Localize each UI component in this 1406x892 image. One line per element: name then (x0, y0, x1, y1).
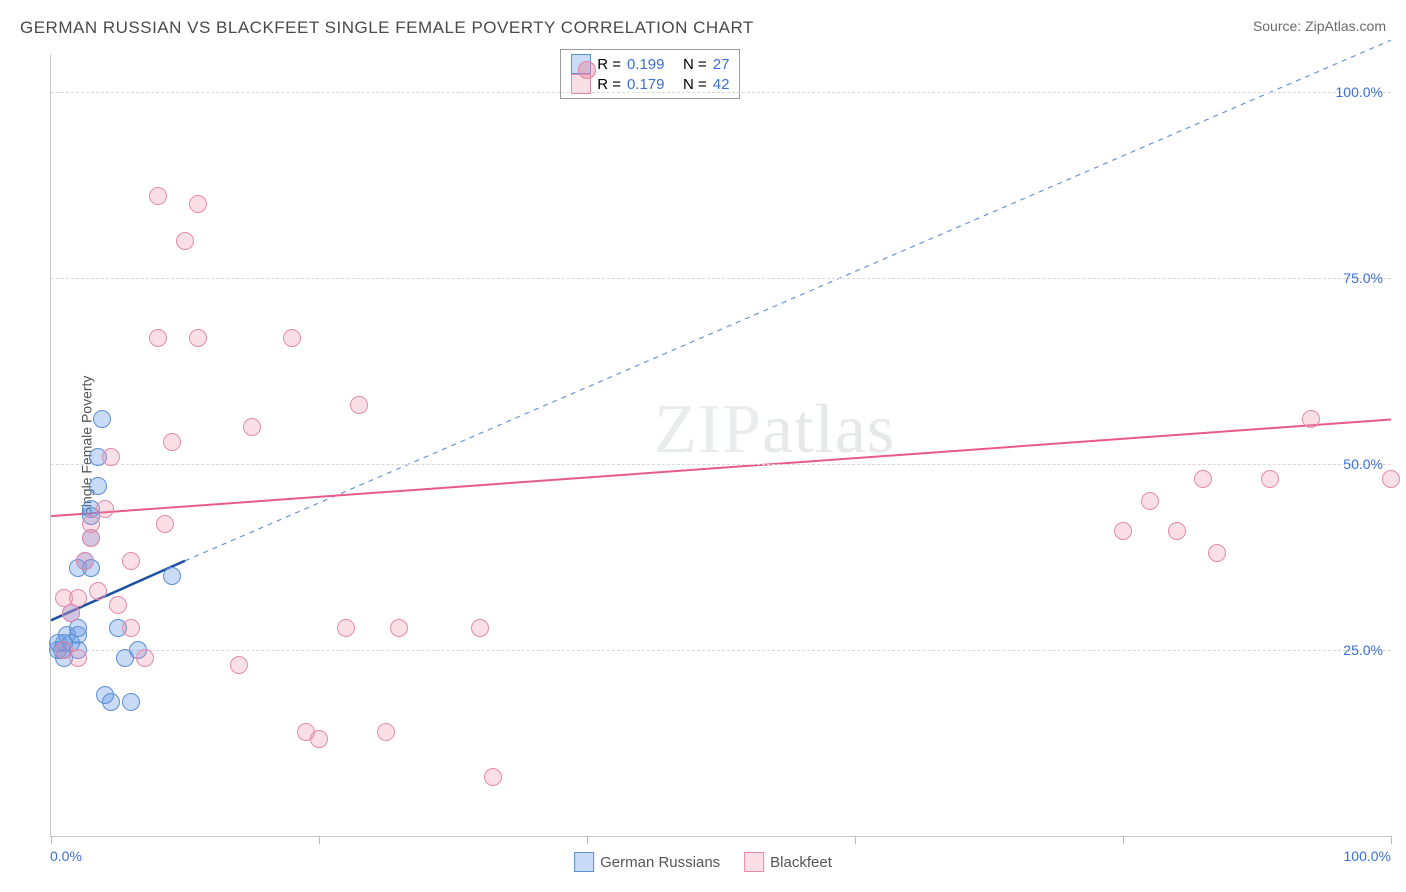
scatter-point (310, 730, 328, 748)
scatter-point (1194, 470, 1212, 488)
series-legend-label: Blackfeet (770, 854, 832, 871)
scatter-point (122, 552, 140, 570)
scatter-point (156, 515, 174, 533)
gridline (51, 92, 1391, 93)
watermark-text: ZIPatlas (654, 390, 895, 470)
scatter-point (109, 596, 127, 614)
x-tick (855, 836, 856, 844)
scatter-point (1302, 410, 1320, 428)
x-tick (319, 836, 320, 844)
scatter-point (230, 656, 248, 674)
scatter-point (102, 693, 120, 711)
scatter-point (102, 448, 120, 466)
y-tick-label: 50.0% (1343, 456, 1383, 472)
trend-lines-layer (51, 55, 1391, 836)
scatter-point (578, 61, 596, 79)
legend-r-label: R = (597, 76, 621, 93)
y-tick-label: 75.0% (1343, 270, 1383, 286)
legend-swatch (574, 852, 594, 872)
scatter-point (1382, 470, 1400, 488)
scatter-point (149, 329, 167, 347)
legend-n-value: 42 (713, 76, 730, 93)
scatter-point (69, 589, 87, 607)
x-axis-end-label: 100.0% (1344, 848, 1391, 864)
scatter-point (89, 582, 107, 600)
scatter-point (1168, 522, 1186, 540)
gridline (51, 650, 1391, 651)
scatter-point (350, 396, 368, 414)
y-tick-label: 100.0% (1336, 84, 1383, 100)
scatter-point (163, 433, 181, 451)
source-label: Source: ZipAtlas.com (1253, 18, 1386, 34)
gridline (51, 278, 1391, 279)
scatter-point (69, 649, 87, 667)
x-tick (1123, 836, 1124, 844)
chart-title: GERMAN RUSSIAN VS BLACKFEET SINGLE FEMAL… (20, 18, 754, 38)
x-tick (1391, 836, 1392, 844)
scatter-point (189, 195, 207, 213)
scatter-point (471, 619, 489, 637)
scatter-point (89, 477, 107, 495)
scatter-point (377, 723, 395, 741)
scatter-point (283, 329, 301, 347)
legend-r-value: 0.199 (627, 56, 665, 73)
x-axis-start-label: 0.0% (50, 848, 82, 864)
scatter-point (243, 418, 261, 436)
scatter-point (82, 515, 100, 533)
scatter-point (76, 552, 94, 570)
legend-r-label: R = (597, 56, 621, 73)
scatter-point (337, 619, 355, 637)
legend-n-label: N = (671, 76, 707, 93)
chart-plot-area: ZIPatlas R = 0.199 N = 27R = 0.179 N = 4… (50, 55, 1391, 837)
scatter-point (484, 768, 502, 786)
scatter-point (122, 619, 140, 637)
series-legend-item: Blackfeet (744, 852, 832, 872)
legend-n-label: N = (671, 56, 707, 73)
scatter-point (122, 693, 140, 711)
scatter-point (149, 187, 167, 205)
scatter-point (93, 410, 111, 428)
legend-r-value: 0.179 (627, 76, 665, 93)
y-tick-label: 25.0% (1343, 642, 1383, 658)
legend-n-value: 27 (713, 56, 730, 73)
scatter-point (1261, 470, 1279, 488)
stats-legend-row: R = 0.179 N = 42 (571, 74, 729, 94)
scatter-point (1141, 492, 1159, 510)
series-legend-item: German Russians (574, 852, 720, 872)
scatter-point (176, 232, 194, 250)
scatter-point (390, 619, 408, 637)
scatter-point (1208, 544, 1226, 562)
series-legend: German Russians Blackfeet (574, 852, 832, 872)
series-legend-label: German Russians (600, 854, 720, 871)
legend-swatch (744, 852, 764, 872)
scatter-point (163, 567, 181, 585)
x-tick (51, 836, 52, 844)
scatter-point (1114, 522, 1132, 540)
gridline (51, 464, 1391, 465)
scatter-point (189, 329, 207, 347)
scatter-point (96, 500, 114, 518)
scatter-point (136, 649, 154, 667)
x-tick (587, 836, 588, 844)
